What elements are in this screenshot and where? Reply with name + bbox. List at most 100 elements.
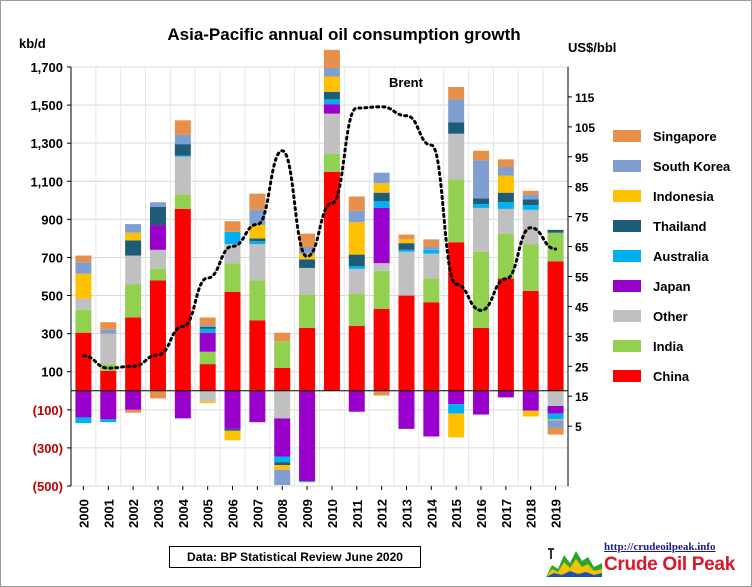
bar-singapore-2007 (249, 193, 266, 210)
bar-thailand-2005 (199, 326, 216, 329)
bar-india-2016 (473, 251, 490, 328)
y2-tick-label: 85 (575, 181, 589, 195)
x-tick-label: 2004 (176, 498, 191, 528)
bar-singapore-2004 (174, 120, 191, 135)
bar-china-2011 (348, 326, 365, 391)
bar-south-korea-2017 (497, 166, 514, 176)
logo-mark-icon (546, 545, 602, 577)
bar-china-2007 (249, 320, 266, 391)
bar-thailand-2018 (522, 199, 539, 206)
y-tick-label: 100 (41, 365, 63, 380)
bar-thailand-2016 (473, 198, 490, 205)
bar-other-2013 (398, 251, 415, 296)
y2-tick-label: 55 (575, 271, 589, 285)
y2-tick-label: 105 (575, 121, 595, 135)
bar-india-2003 (149, 268, 166, 281)
bar-china-2000 (75, 332, 92, 391)
x-tick-label: 2007 (250, 499, 265, 528)
bar-japan-2012 (373, 207, 390, 264)
bar-india-2005 (199, 351, 216, 365)
bar-australia-2000 (75, 417, 92, 424)
bar-india-2006 (224, 263, 241, 292)
bar-australia-2009 (299, 481, 316, 483)
bar-china-2004 (174, 208, 191, 391)
y-tick-label: (100) (33, 403, 63, 418)
bar-japan-2006 (224, 390, 241, 429)
bar-japan-2014 (423, 390, 440, 437)
bar-singapore-2002 (125, 409, 142, 413)
x-tick-label: 2006 (226, 499, 241, 528)
bar-thailand-2017 (497, 192, 514, 203)
logo-url[interactable]: http://crudeoilpeak.info (604, 541, 716, 553)
bar-south-korea-2000 (75, 262, 92, 274)
bar-south-korea-2015 (448, 99, 465, 123)
x-tick-label: 2012 (375, 499, 390, 528)
y2-tick-label: 75 (575, 211, 589, 225)
bar-indonesia-2017 (497, 175, 514, 193)
x-tick-label: 2001 (101, 499, 116, 528)
bar-singapore-2017 (497, 159, 514, 167)
bar-australia-2012 (373, 201, 390, 208)
bar-south-korea-2014 (423, 246, 440, 250)
bar-singapore-2018 (522, 190, 539, 195)
plot-area (70, 66, 569, 487)
legend-swatch-south-korea (613, 160, 641, 172)
bar-indonesia-2011 (348, 222, 365, 255)
bar-japan-2013 (398, 390, 415, 429)
y2-tick-label: 65 (575, 241, 589, 255)
bar-singapore-2008 (274, 332, 291, 342)
bar-china-2010 (323, 171, 340, 391)
bar-australia-2005 (199, 328, 216, 333)
bar-thailand-2010 (323, 91, 340, 100)
brent-layer (81, 105, 558, 370)
bar-other-2009 (299, 267, 316, 295)
legend-label-india: India (653, 339, 684, 354)
bar-indonesia-2012 (373, 183, 390, 193)
bar-japan-2015 (448, 390, 465, 405)
bar-china-2018 (522, 290, 539, 391)
bar-china-2009 (299, 327, 316, 391)
bar-indonesia-2006 (224, 430, 241, 441)
bar-japan-2007 (249, 390, 266, 423)
bar-singapore-2015 (448, 86, 465, 100)
legend-label-japan: Japan (653, 279, 691, 294)
bar-china-2013 (398, 295, 415, 391)
legend-label-china: China (653, 369, 690, 384)
bar-indonesia-2015 (448, 413, 465, 438)
bar-other-2014 (423, 253, 440, 279)
legend-swatch-thailand (613, 220, 641, 232)
bar-other-2016 (473, 207, 490, 252)
bar-other-2001 (100, 333, 117, 365)
bar-thailand-2002 (125, 240, 142, 256)
bar-other-2017 (497, 208, 514, 234)
legend-swatch-australia (613, 250, 641, 262)
y2-tick-label: 115 (575, 91, 595, 105)
y2-tick-label: 5 (575, 420, 582, 434)
bar-thailand-2004 (174, 144, 191, 156)
bar-japan-2016 (473, 390, 490, 415)
bar-south-korea-2010 (323, 67, 340, 77)
bar-china-2001 (100, 370, 117, 391)
bar-singapore-2019 (547, 427, 564, 435)
y-tick-label: 500 (41, 289, 63, 304)
bar-thailand-2009 (299, 259, 316, 268)
bar-india-2011 (348, 293, 365, 327)
y-tick-label: 700 (41, 250, 63, 265)
bar-australia-2008 (274, 456, 291, 463)
bar-china-2015 (448, 242, 465, 391)
bar-other-2010 (323, 113, 340, 154)
bar-china-2002 (125, 317, 142, 391)
bar-indonesia-2018 (522, 410, 539, 417)
legend-swatch-india (613, 340, 641, 352)
bar-other-2007 (249, 244, 266, 281)
bar-india-2004 (174, 194, 191, 209)
brent-line (81, 105, 558, 370)
bar-thailand-2019 (547, 229, 564, 233)
bar-other-2002 (125, 255, 142, 285)
bar-south-korea-2016 (473, 160, 490, 199)
x-tick-label: 2005 (201, 499, 216, 528)
bar-india-2010 (323, 153, 340, 172)
x-tick-label: 2011 (350, 500, 365, 528)
bar-india-2018 (522, 244, 539, 291)
bar-india-2007 (249, 280, 266, 321)
